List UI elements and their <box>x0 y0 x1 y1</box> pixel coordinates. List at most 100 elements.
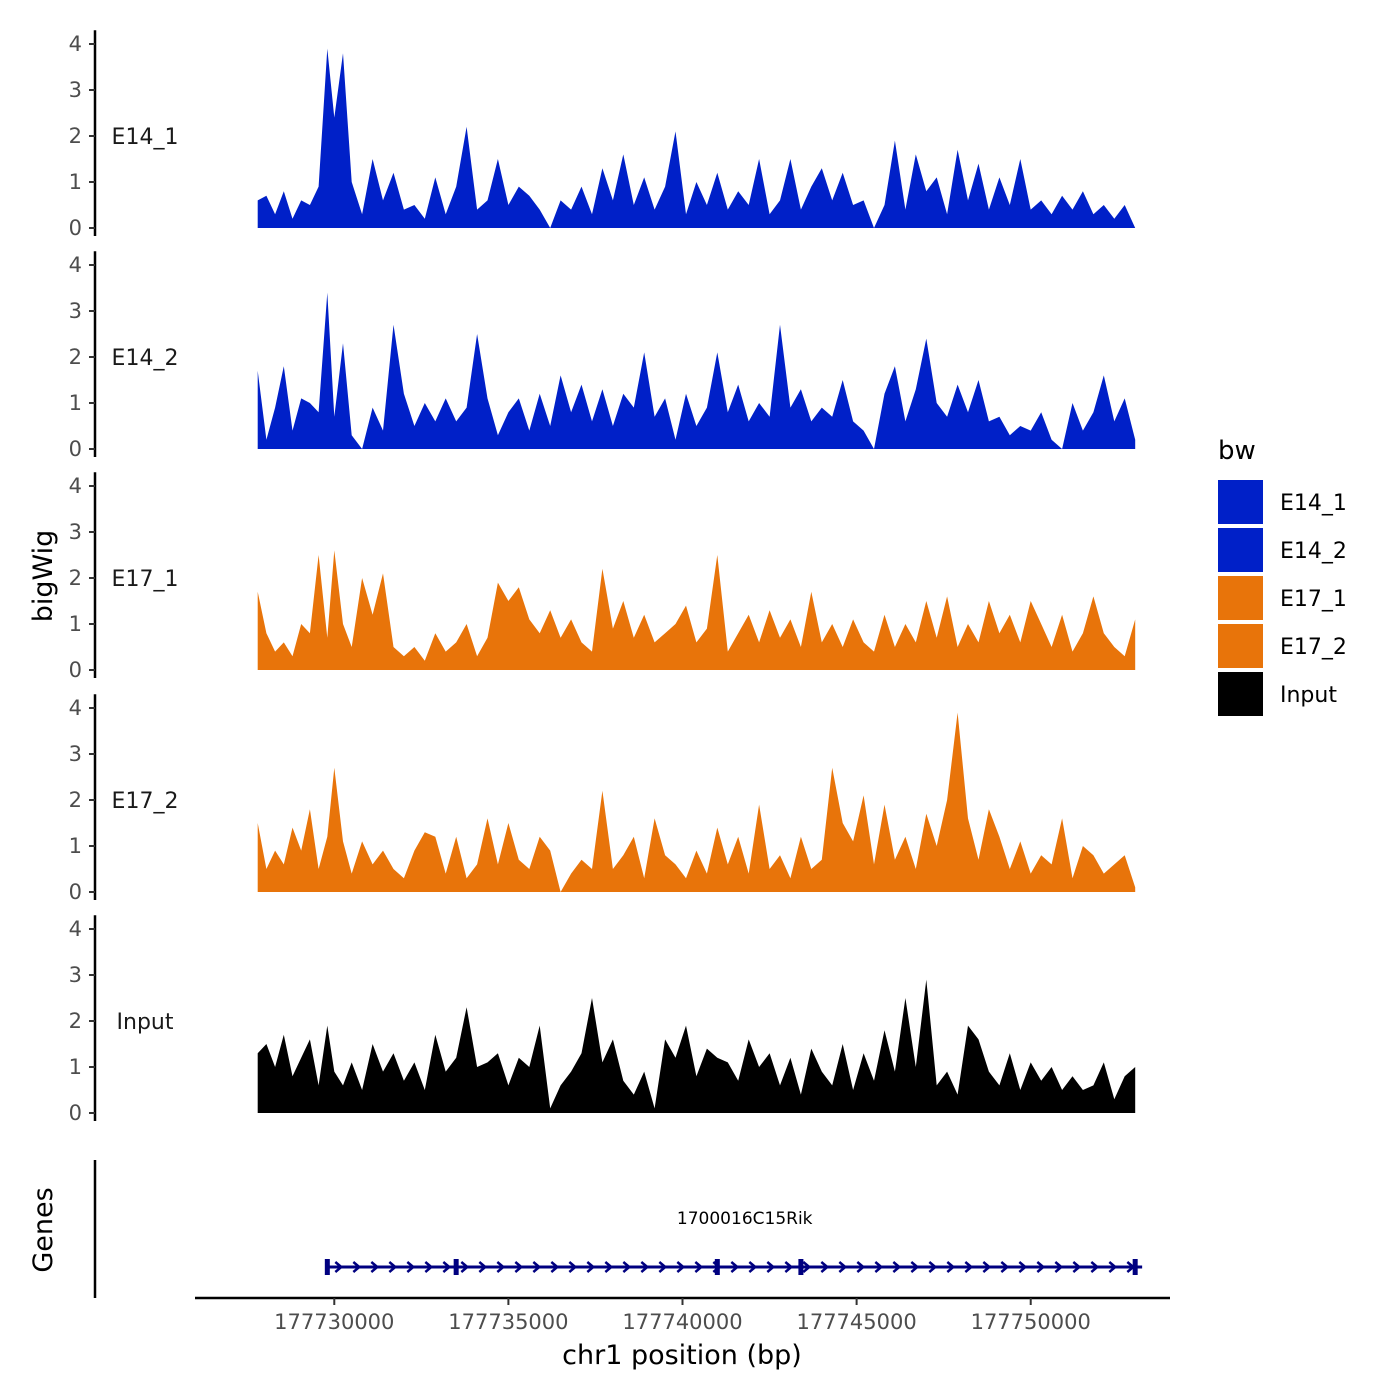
strand-arrow <box>442 1261 452 1273</box>
strand-arrow <box>640 1261 650 1273</box>
legend-label: Input <box>1280 683 1337 708</box>
legend-item: Input <box>1218 672 1337 716</box>
strand-arrow <box>748 1261 758 1273</box>
strand-arrow <box>856 1261 866 1273</box>
exon-mark <box>798 1259 804 1275</box>
track-label: E17_2 <box>112 789 179 814</box>
strand-arrow <box>892 1261 902 1273</box>
track-label: E14_1 <box>112 125 179 150</box>
coverage-area-e17-2 <box>257 712 1136 892</box>
strand-arrow <box>514 1261 524 1273</box>
y-axis-title: bigWig <box>28 530 59 623</box>
strand-arrow <box>784 1261 794 1273</box>
legend-label: E14_2 <box>1280 539 1347 564</box>
legend-label: E17_1 <box>1280 587 1347 612</box>
y-tick-label: 1 <box>69 1055 82 1079</box>
y-tick-label: 3 <box>69 78 82 102</box>
strand-arrow <box>1018 1261 1028 1273</box>
track-label: Input <box>117 1010 174 1035</box>
y-tick-label: 2 <box>69 124 82 148</box>
y-tick-label: 3 <box>69 520 82 544</box>
strand-arrow <box>694 1261 704 1273</box>
y-tick-label: 1 <box>69 391 82 415</box>
track-input: 0 1 2 3 4 Input <box>69 915 1136 1125</box>
strand-arrow <box>406 1261 416 1273</box>
x-tick-label: 177740000 <box>622 1310 742 1334</box>
strand-arrow <box>622 1261 632 1273</box>
gene-label: 1700016C15Rik <box>677 1209 813 1229</box>
legend-key-swatch <box>1218 672 1263 716</box>
y-tick-label: 2 <box>69 788 82 812</box>
y-tick-label: 0 <box>69 658 82 682</box>
legend: bw E14_1 E14_2 E17_1 E17_2 Input <box>1218 436 1347 716</box>
y-tick-label: 4 <box>69 917 82 941</box>
x-axis: 177730000 177735000 177740000 177745000 1777… <box>195 1296 1170 1334</box>
gene-track: 1700016C15Rik <box>93 1160 1143 1298</box>
gene: 1700016C15Rik <box>324 1209 1143 1275</box>
strand-arrow <box>964 1261 974 1273</box>
legend-item: E14_2 <box>1218 528 1347 572</box>
strand-arrow <box>820 1261 830 1273</box>
exon-mark <box>1132 1259 1138 1275</box>
strand-arrow <box>388 1261 398 1273</box>
y-tick-label: 4 <box>69 696 82 720</box>
legend-item: E17_2 <box>1218 624 1347 668</box>
y-tick-label: 0 <box>69 437 82 461</box>
x-tick-label: 177745000 <box>796 1310 916 1334</box>
legend-key-swatch <box>1218 528 1263 572</box>
coverage-area-e14-2 <box>257 292 1136 449</box>
y-tick-label: 1 <box>69 612 82 636</box>
x-tick-label: 177730000 <box>274 1310 394 1334</box>
strand-arrow <box>658 1261 668 1273</box>
strand-arrow <box>496 1261 506 1273</box>
legend-label: E17_2 <box>1280 635 1347 660</box>
y-tick-label: 3 <box>69 963 82 987</box>
y-tick-label: 3 <box>69 742 82 766</box>
y-tick-label: 0 <box>69 880 82 904</box>
y-tick-label: 1 <box>69 170 82 194</box>
x-tick-label: 177735000 <box>448 1310 568 1334</box>
y-tick-label: 3 <box>69 299 82 323</box>
strand-arrow <box>424 1261 434 1273</box>
strand-arrow <box>946 1261 956 1273</box>
coverage-area-e14-1 <box>257 48 1136 228</box>
coverage-area-input <box>257 979 1136 1113</box>
strand-arrow <box>532 1261 542 1273</box>
strand-arrow <box>838 1261 848 1273</box>
strand-arrow <box>676 1261 686 1273</box>
y-tick-label: 4 <box>69 253 82 277</box>
strand-arrow <box>334 1261 344 1273</box>
strand-arrow <box>1108 1261 1118 1273</box>
track-label: E14_2 <box>112 346 179 371</box>
track-e17-1: 0 1 2 3 4 E17_1 <box>69 472 1136 682</box>
track-e17-2: 0 1 2 3 4 E17_2 <box>69 694 1136 904</box>
exon-mark <box>324 1259 330 1275</box>
y-tick-label: 4 <box>69 474 82 498</box>
legend-key-swatch <box>1218 480 1263 524</box>
x-tick-label: 177750000 <box>971 1310 1091 1334</box>
track-e14-2: 0 1 2 3 4 E14_2 <box>69 251 1136 461</box>
legend-title: bw <box>1218 436 1256 466</box>
x-axis-title: chr1 position (bp) <box>562 1340 802 1371</box>
strand-arrow <box>1036 1261 1046 1273</box>
strand-arrow <box>910 1261 920 1273</box>
strand-arrow <box>568 1261 578 1273</box>
exon-mark <box>453 1259 459 1275</box>
axis-titles: bigWig Genes chr1 position (bp) <box>28 530 802 1371</box>
coverage-area-e17-1 <box>257 550 1136 670</box>
legend-key-swatch <box>1218 576 1263 620</box>
strand-arrow <box>1000 1261 1010 1273</box>
strand-arrow <box>802 1261 812 1273</box>
y-tick-label: 2 <box>69 566 82 590</box>
y-tick-label: 0 <box>69 216 82 240</box>
strand-arrow <box>460 1261 470 1273</box>
strand-arrow <box>730 1261 740 1273</box>
track-e14-1: 0 1 2 3 4 E14_1 <box>69 30 1136 240</box>
strand-arrow <box>1090 1261 1100 1273</box>
strand-arrow <box>586 1261 596 1273</box>
strand-arrow <box>874 1261 884 1273</box>
track-label: E17_1 <box>112 567 179 592</box>
genes-track-title: Genes <box>28 1187 59 1272</box>
strand-arrow <box>478 1261 488 1273</box>
